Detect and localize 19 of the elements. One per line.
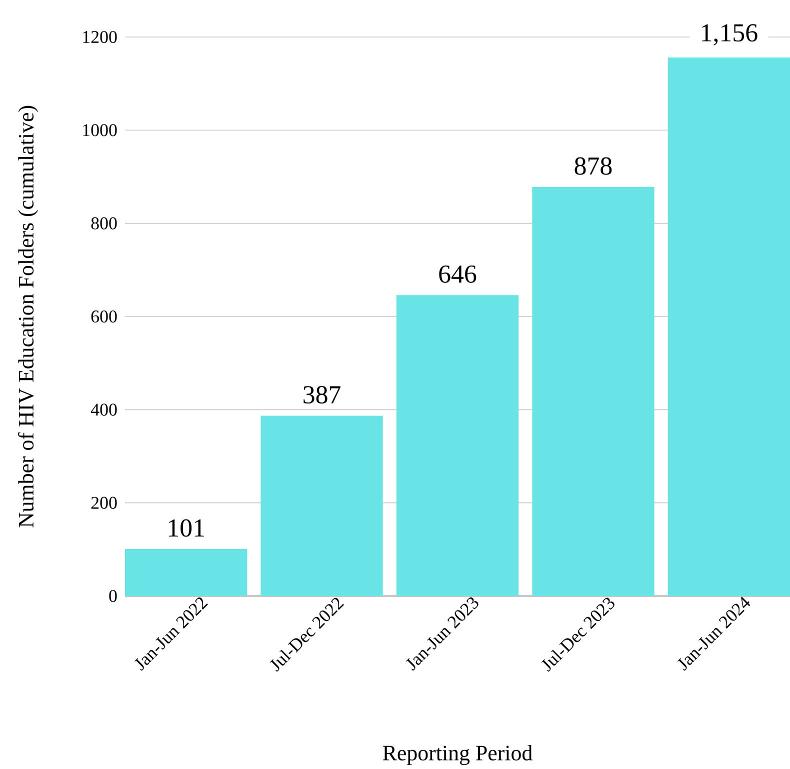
bar <box>260 416 383 596</box>
data-label: 878 <box>574 157 612 175</box>
y-axis-title: Number of HIV Education Folders (cumulative) <box>18 106 38 528</box>
bar <box>396 295 519 596</box>
data-label: 646 <box>439 265 476 283</box>
y-tick-label: 200 <box>91 496 117 509</box>
data-label: 101 <box>168 519 204 537</box>
y-tick-label: 800 <box>91 217 117 230</box>
y-tick-label: 600 <box>91 310 117 323</box>
bar <box>532 186 654 596</box>
data-label: 387 <box>304 386 340 404</box>
bar <box>668 57 790 596</box>
x-axis-title: Reporting Period <box>382 745 532 765</box>
y-tick-label: 1000 <box>83 124 117 136</box>
y-tick-label: 0 <box>109 590 117 602</box>
y-tick-label: 1200 <box>83 30 117 44</box>
data-label: 1,156 <box>702 24 758 46</box>
bar <box>125 548 248 596</box>
y-tick-label: 400 <box>90 404 117 416</box>
